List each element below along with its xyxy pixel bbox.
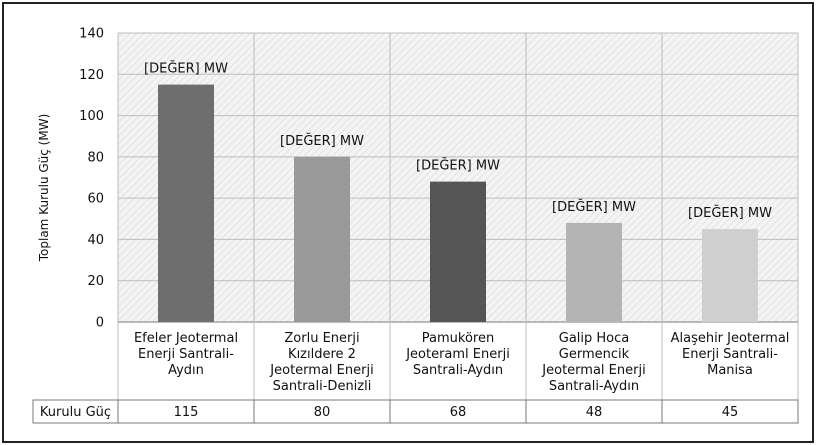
- y-tick-label: 80: [87, 150, 104, 165]
- gridlines: [117, 32, 799, 423]
- bar: [430, 181, 486, 322]
- data-labels: [DEĞER] MW [DEĞER] MW [DEĞER] MW [DEĞER] MW…: [144, 61, 772, 222]
- y-tick-label: 140: [79, 27, 104, 42]
- y-tick-label: 40: [87, 233, 104, 248]
- y-axis-ticks: 0 20 40 60 80 100 120 140: [79, 27, 104, 331]
- y-axis-label: Toplam Kurulu Güç (MW): [37, 114, 51, 263]
- table-row-label: Kurulu Güç: [40, 405, 111, 420]
- table-cell-value: 45: [722, 405, 739, 420]
- data-label: [DEĞER] MW: [552, 199, 636, 215]
- y-tick-label: 120: [79, 68, 104, 83]
- y-tick-label: 0: [96, 316, 104, 331]
- table-cell-value: 115: [174, 405, 199, 420]
- data-label: [DEĞER] MW: [416, 158, 500, 174]
- data-label: [DEĞER] MW: [144, 61, 228, 77]
- bar: [158, 84, 214, 322]
- bar: [294, 156, 350, 322]
- bars: [158, 84, 758, 322]
- table-cell-value: 48: [586, 405, 603, 420]
- data-label: [DEĞER] MW: [688, 205, 772, 221]
- category-label: Alaşehir Jeotermal Enerji Santrali-Manisa: [671, 331, 790, 378]
- category-label: Zorlu Enerji Kızıldere 2 Jeotermal Enerji S…: [269, 331, 373, 394]
- category-label: Pamukören Jeoteraml Enerji Santrali-Aydın: [405, 331, 510, 378]
- category-label: Galip Hoca Germencik Jeotermal Enerji Santr…: [541, 331, 645, 394]
- category-label: Efeler Jeotermal Enerji Santrali-Aydın: [134, 331, 238, 378]
- bar: [566, 222, 622, 322]
- data-label: [DEĞER] MW: [280, 133, 364, 149]
- table-row: [32, 399, 799, 424]
- category-labels: Efeler Jeotermal Enerji Santrali-Aydın Zor…: [134, 331, 789, 394]
- bar: [702, 229, 758, 322]
- y-tick-label: 20: [87, 274, 104, 289]
- y-tick-label: 60: [87, 192, 104, 207]
- table-cell-value: 80: [314, 405, 331, 420]
- y-tick-label: 100: [79, 109, 104, 124]
- table-cell-value: 68: [450, 405, 467, 420]
- data-table: Kurulu Güç 115 80 68 48 45: [32, 399, 799, 424]
